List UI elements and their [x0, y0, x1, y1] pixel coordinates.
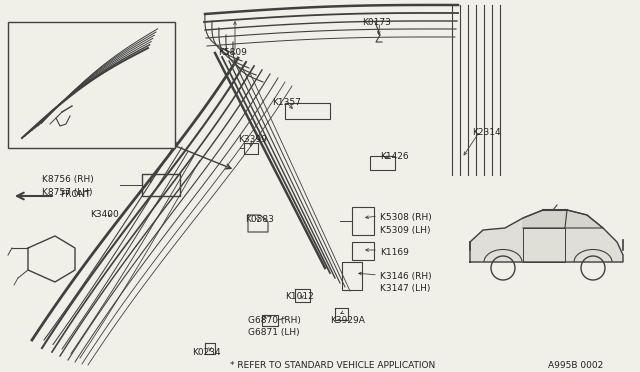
Text: FRONT: FRONT — [60, 190, 90, 199]
Text: K3399: K3399 — [238, 135, 267, 144]
Bar — [352, 207, 374, 235]
Text: G6871 (LH): G6871 (LH) — [248, 328, 300, 337]
Text: K2314: K2314 — [472, 128, 500, 137]
Text: K0173: K0173 — [362, 18, 391, 27]
Text: K0583: K0583 — [245, 215, 274, 224]
Text: K3147 (LH): K3147 (LH) — [380, 284, 430, 293]
Text: K3929A: K3929A — [330, 316, 365, 325]
Text: K3146 (RH): K3146 (RH) — [380, 272, 431, 281]
Text: K8756 (RH): K8756 (RH) — [42, 175, 93, 184]
Text: K5308 (RH): K5308 (RH) — [380, 213, 432, 222]
Bar — [285, 103, 330, 119]
Text: K5809: K5809 — [218, 48, 247, 57]
Text: K5309 (LH): K5309 (LH) — [380, 226, 431, 235]
Bar — [370, 156, 395, 170]
Bar — [142, 174, 180, 196]
Text: K5809: K5809 — [65, 40, 94, 49]
Text: * REFER TO STANDARD VEHICLE APPLICATION: * REFER TO STANDARD VEHICLE APPLICATION — [230, 361, 435, 370]
Polygon shape — [523, 210, 567, 228]
Text: K0234: K0234 — [192, 348, 221, 357]
Polygon shape — [565, 210, 603, 228]
Text: K8757 (LH): K8757 (LH) — [42, 188, 93, 197]
Text: K3400: K3400 — [90, 210, 119, 219]
Text: K1426: K1426 — [380, 152, 408, 161]
Bar — [342, 262, 362, 290]
Text: A995B 0002: A995B 0002 — [548, 361, 604, 370]
Bar — [352, 242, 374, 260]
Text: K0090: K0090 — [40, 115, 69, 124]
Text: G6870 (RH): G6870 (RH) — [248, 316, 301, 325]
Text: K1357: K1357 — [272, 98, 301, 107]
Text: K1169: K1169 — [380, 248, 409, 257]
Bar — [8, 22, 175, 148]
Polygon shape — [470, 210, 623, 262]
Text: K1012: K1012 — [285, 292, 314, 301]
